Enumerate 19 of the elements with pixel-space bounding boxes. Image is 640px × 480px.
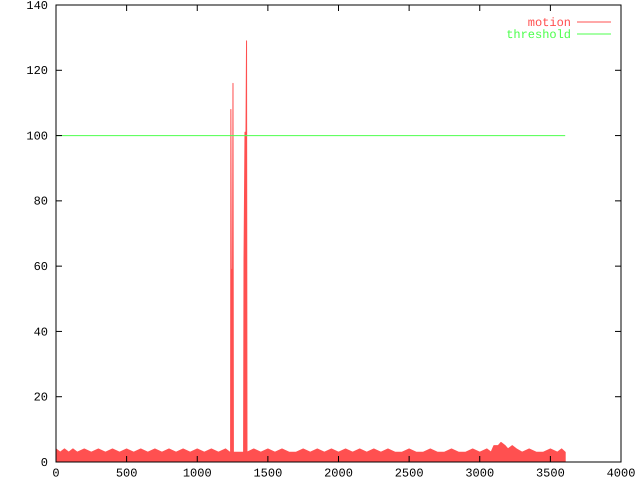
- x-tick-label: 1500: [253, 466, 282, 480]
- y-tick-label: 0: [40, 456, 48, 470]
- y-tick-label: 100: [26, 129, 48, 144]
- y-tick-label: 40: [34, 325, 48, 340]
- legend-label: threshold: [506, 28, 571, 42]
- x-tick-label: 4000: [606, 466, 636, 480]
- x-tick-label: 3000: [465, 466, 494, 480]
- y-tick-label: 80: [34, 194, 48, 209]
- x-tick-label: 2500: [394, 466, 424, 480]
- y-tick-label: 120: [26, 64, 48, 78]
- x-tick-label: 0: [52, 466, 60, 480]
- y-tick-label: 140: [26, 0, 48, 13]
- x-tick-label: 500: [116, 466, 138, 480]
- legend-label: motion: [528, 16, 571, 30]
- x-tick-label: 2000: [324, 466, 353, 480]
- y-tick-label: 60: [34, 260, 48, 274]
- y-tick-label: 20: [34, 390, 48, 405]
- x-tick-label: 1000: [182, 466, 212, 480]
- x-tick-label: 3500: [536, 466, 565, 480]
